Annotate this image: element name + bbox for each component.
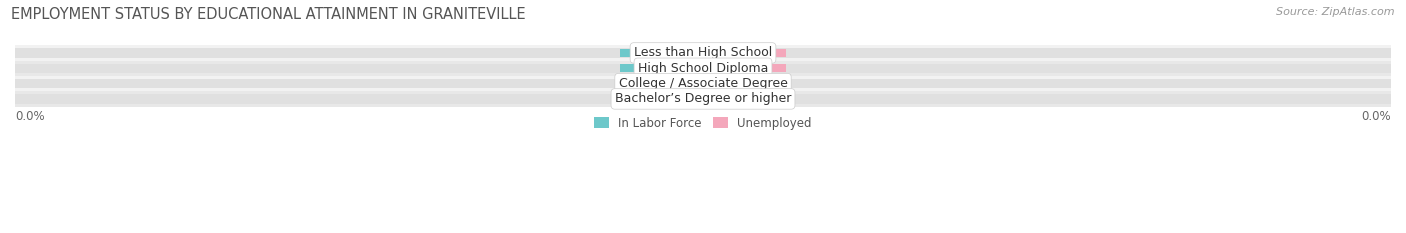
Text: 0.0%: 0.0% [647,94,678,104]
Bar [15,94,1391,104]
Text: 0.0%: 0.0% [728,79,759,89]
Bar [620,95,703,103]
Bar [703,79,786,88]
Text: EMPLOYMENT STATUS BY EDUCATIONAL ATTAINMENT IN GRANITEVILLE: EMPLOYMENT STATUS BY EDUCATIONAL ATTAINM… [11,7,526,22]
Bar [15,48,1391,58]
Text: Source: ZipAtlas.com: Source: ZipAtlas.com [1277,7,1395,17]
Bar [703,64,786,72]
Text: 0.0%: 0.0% [728,63,759,73]
Bar [15,64,1391,73]
Bar [620,49,703,57]
Text: Bachelor’s Degree or higher: Bachelor’s Degree or higher [614,93,792,105]
Text: 0.0%: 0.0% [1361,110,1391,123]
Text: Less than High School: Less than High School [634,46,772,59]
Text: 0.0%: 0.0% [15,110,45,123]
Bar [703,95,786,103]
Text: 0.0%: 0.0% [647,79,678,89]
Text: 0.0%: 0.0% [647,63,678,73]
Bar [15,79,1391,88]
Text: 0.0%: 0.0% [728,48,759,58]
Text: 0.0%: 0.0% [647,48,678,58]
Text: College / Associate Degree: College / Associate Degree [619,77,787,90]
Bar [703,49,786,57]
Bar [620,64,703,72]
Bar [620,79,703,88]
Text: 0.0%: 0.0% [728,94,759,104]
Bar [15,45,1391,61]
Bar [15,91,1391,106]
Bar [15,61,1391,76]
Legend: In Labor Force, Unemployed: In Labor Force, Unemployed [589,112,817,134]
Text: High School Diploma: High School Diploma [638,62,768,75]
Bar [15,76,1391,91]
